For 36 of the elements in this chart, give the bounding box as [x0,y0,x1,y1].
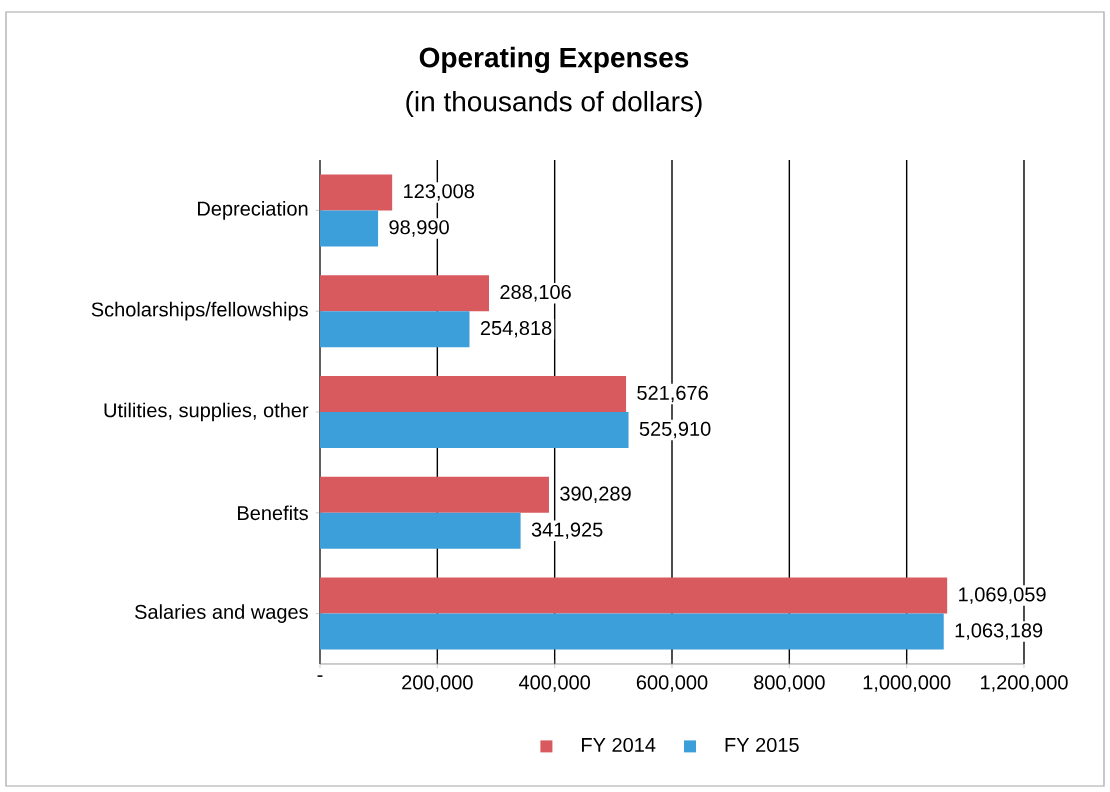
legend-label: FY 2014 [582,737,656,753]
bar [320,577,948,614]
y-tick-label: Depreciation [198,201,308,220]
bar [320,311,470,348]
x-tick-label: 200,000 [402,675,473,692]
data-label: 254,818 [480,320,552,338]
bar [320,512,521,549]
data-label: 390,289 [560,486,631,504]
x-tick-label: 1,200,000 [981,675,1068,692]
x-tick-label: 600,000 [636,675,708,692]
data-label: 288,106 [500,284,571,302]
data-label: 1,063,189 [955,623,1043,640]
bar [320,375,627,412]
chart-subtitle: (in thousands of dollars) [406,90,702,118]
bar [320,476,549,513]
bar [320,210,379,247]
y-tick-label: Utilities, supplies, other [104,402,309,422]
data-label: 525,910 [639,421,711,439]
data-label: 341,925 [531,522,603,540]
x-tick-label: 400,000 [518,675,591,692]
x-tick-label: 1,000,000 [863,675,951,692]
x-tick-label: 800,000 [754,675,825,692]
bar [320,275,490,312]
y-tick-label: Scholarships/fellowships [91,301,308,321]
chart-title: Operating Expenses [419,46,689,74]
bar [320,411,629,448]
data-label: 1,069,059 [959,587,1046,604]
y-tick-label: Benefits [238,505,308,521]
x-tick-label: - [317,675,323,677]
legend-label: FY 2015 [725,737,799,753]
bar [320,174,393,211]
bar [320,613,944,650]
data-label: 98,990 [389,220,449,237]
data-label: 123,008 [404,184,474,201]
y-tick-label: Salaries and wages [135,604,308,623]
data-label: 521,676 [637,385,708,403]
